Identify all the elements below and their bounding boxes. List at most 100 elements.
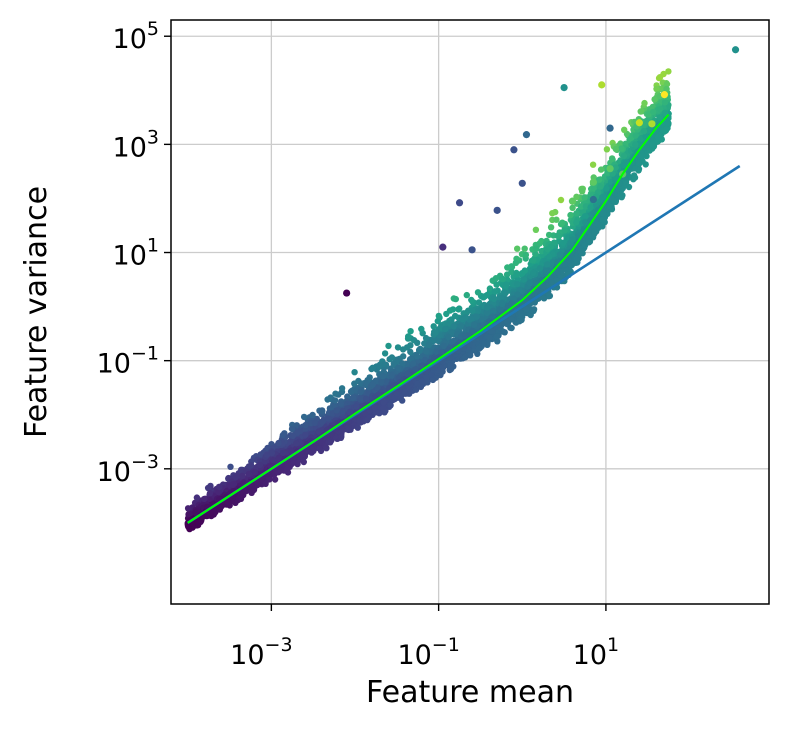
data-point <box>508 324 515 332</box>
data-point <box>332 390 339 397</box>
data-point <box>206 490 214 497</box>
data-point <box>275 439 282 447</box>
data-point <box>612 145 619 153</box>
data-point <box>496 306 504 313</box>
data-point <box>656 114 664 121</box>
data-point <box>597 183 604 190</box>
data-point <box>351 369 358 376</box>
data-point <box>663 85 670 93</box>
data-point <box>289 432 297 440</box>
data-point <box>456 305 463 312</box>
data-point <box>573 219 580 226</box>
data-point <box>338 385 346 392</box>
data-point <box>651 96 658 103</box>
data-point <box>577 203 585 210</box>
data-point <box>645 127 653 134</box>
data-point <box>293 440 300 447</box>
data-point <box>663 80 671 88</box>
data-point <box>638 108 645 115</box>
data-point <box>325 415 332 422</box>
data-point <box>204 484 212 492</box>
data-point <box>581 194 588 201</box>
data-point <box>665 68 672 75</box>
data-point <box>603 185 610 192</box>
data-point <box>450 323 457 330</box>
data-point <box>302 421 309 429</box>
data-point <box>337 400 345 407</box>
data-point <box>554 232 561 239</box>
data-point <box>620 152 628 160</box>
data-point <box>591 228 598 235</box>
data-point <box>486 334 493 341</box>
data-point <box>530 256 537 264</box>
data-point <box>656 105 664 113</box>
data-point <box>405 333 412 340</box>
data-point <box>475 299 483 306</box>
data-point <box>401 388 408 395</box>
data-point <box>514 245 521 252</box>
data-point <box>502 289 509 297</box>
data-point <box>483 291 491 299</box>
data-point <box>618 194 625 201</box>
data-point <box>251 469 259 476</box>
data-point <box>546 292 554 300</box>
data-point <box>641 99 648 107</box>
data-point <box>526 280 533 287</box>
data-point <box>412 386 420 393</box>
data-point <box>417 362 424 370</box>
data-point <box>282 466 289 474</box>
data-point <box>561 227 568 234</box>
data-point <box>319 408 326 415</box>
data-point <box>463 291 470 299</box>
data-point <box>504 264 511 271</box>
data-point <box>469 307 476 314</box>
data-point <box>632 132 639 139</box>
data-point <box>457 322 465 330</box>
data-point <box>489 277 496 284</box>
data-point <box>513 271 521 278</box>
data-point <box>429 376 437 384</box>
data-point <box>435 312 442 320</box>
data-point <box>579 188 586 195</box>
data-point <box>358 394 365 402</box>
data-point <box>508 268 515 275</box>
data-point <box>582 219 589 226</box>
data-point <box>468 296 475 304</box>
data-point <box>407 328 414 335</box>
data-point <box>348 388 355 396</box>
data-point <box>247 462 255 469</box>
data-point <box>316 438 324 445</box>
data-point <box>498 294 505 302</box>
data-point <box>533 245 540 252</box>
data-point <box>386 356 393 363</box>
data-point <box>556 251 564 258</box>
data-point <box>379 373 387 380</box>
data-point <box>540 295 548 302</box>
data-point <box>664 119 672 127</box>
data-point <box>579 208 587 215</box>
data-point <box>266 476 273 483</box>
data-point <box>548 278 555 285</box>
data-point <box>569 248 576 255</box>
data-point <box>414 339 421 346</box>
data-point <box>369 364 376 371</box>
data-point <box>422 334 430 342</box>
data-point <box>532 250 539 258</box>
data-point <box>302 431 309 438</box>
data-point <box>549 210 556 217</box>
data-point <box>430 323 437 330</box>
data-point <box>483 309 491 316</box>
data-point <box>381 350 389 357</box>
data-point <box>508 300 516 307</box>
data-point <box>532 226 540 233</box>
data-point <box>262 480 269 487</box>
data-point <box>331 397 339 404</box>
data-point <box>544 261 551 268</box>
data-point <box>577 248 584 255</box>
data-point <box>388 372 395 379</box>
data-point <box>288 425 296 433</box>
data-point <box>540 283 547 290</box>
data-point <box>491 288 498 295</box>
data-point <box>480 340 487 347</box>
